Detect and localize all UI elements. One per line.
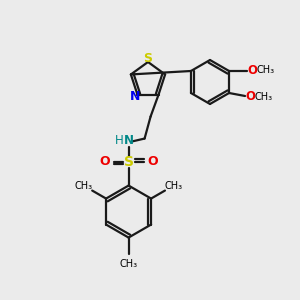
Text: CH₃: CH₃ <box>255 92 273 102</box>
Text: CH₃: CH₃ <box>74 181 93 190</box>
Text: N: N <box>130 90 141 103</box>
Text: CH₃: CH₃ <box>165 181 183 190</box>
Text: N: N <box>124 134 134 147</box>
Text: H: H <box>115 134 124 147</box>
Text: CH₃: CH₃ <box>257 65 275 75</box>
Text: S: S <box>124 154 134 169</box>
Text: S: S <box>143 52 152 65</box>
Text: O: O <box>99 155 110 168</box>
Text: O: O <box>245 91 255 103</box>
Text: CH₃: CH₃ <box>119 259 138 269</box>
Text: O: O <box>147 155 158 168</box>
Text: O: O <box>247 64 257 76</box>
